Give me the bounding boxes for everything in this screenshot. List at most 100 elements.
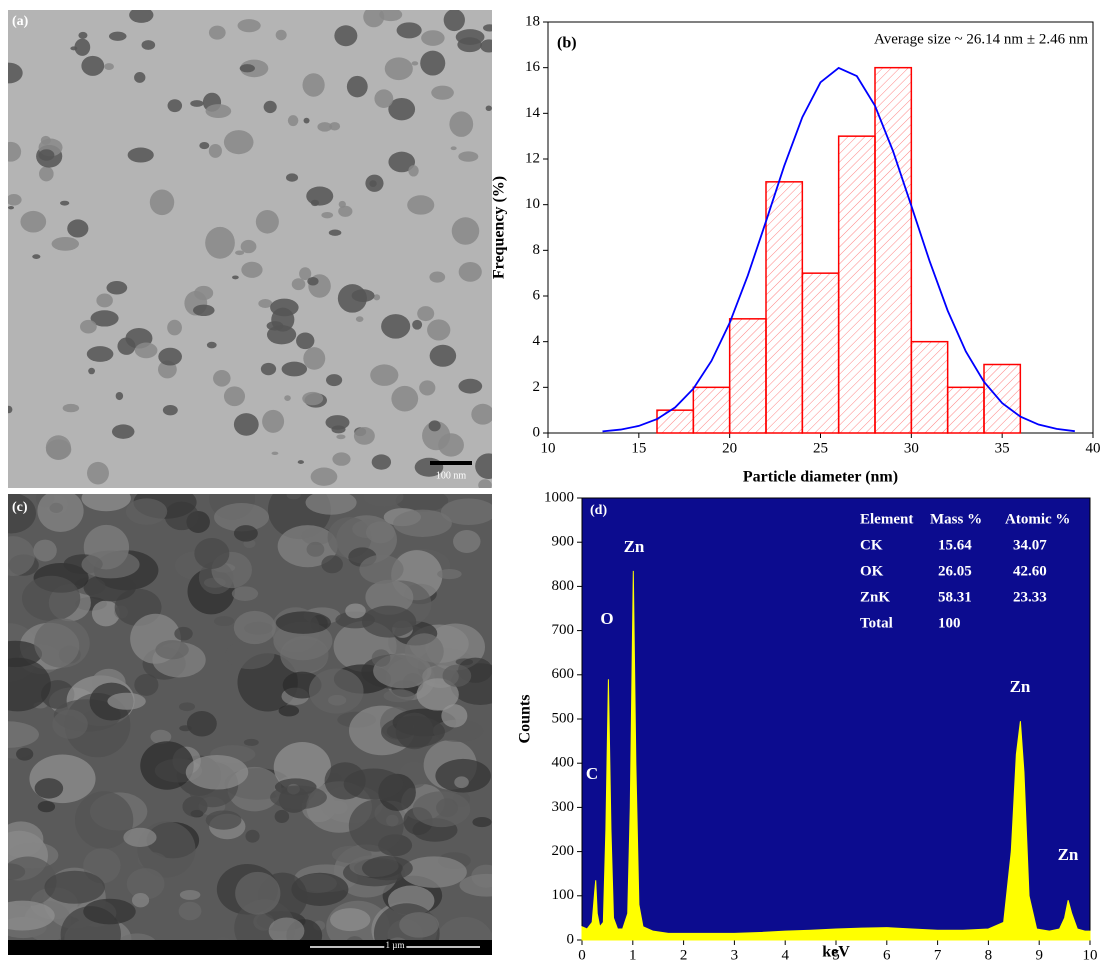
grain: [44, 871, 104, 904]
table-cell: Total: [860, 615, 893, 631]
particle: [284, 395, 291, 401]
particle: [412, 61, 419, 65]
particle: [483, 24, 496, 31]
grain: [82, 551, 140, 579]
grain: [405, 633, 444, 670]
grain: [187, 711, 217, 736]
particle: [6, 194, 21, 206]
particle: [88, 368, 95, 374]
particle: [420, 51, 445, 76]
particle: [262, 410, 284, 433]
particle: [282, 362, 307, 377]
scale-bar: [430, 461, 472, 465]
particle: [304, 118, 310, 124]
particle: [286, 173, 298, 181]
grain: [372, 649, 391, 666]
grain: [206, 810, 242, 829]
figure: (a) 100 nm 1 µm (c) 10152025303540024681…: [0, 0, 1100, 961]
grain: [194, 538, 229, 569]
grain: [179, 902, 202, 921]
particle: [276, 30, 287, 41]
particle: [0, 142, 21, 162]
grain: [321, 555, 343, 573]
panel-label: (c): [12, 500, 28, 515]
peak-label: Zn: [1058, 845, 1079, 864]
particle: [134, 72, 145, 83]
particle: [374, 89, 393, 108]
particle: [78, 32, 87, 39]
table-cell: OK: [860, 563, 884, 579]
particle: [444, 9, 465, 31]
particle: [241, 262, 262, 278]
grain: [214, 616, 234, 626]
particle: [238, 19, 261, 32]
bar: [693, 387, 729, 433]
particle: [63, 404, 79, 412]
grain: [280, 636, 328, 674]
particle: [452, 217, 480, 245]
particle: [292, 278, 306, 290]
particle: [109, 32, 127, 41]
grain: [35, 778, 64, 799]
particle: [235, 250, 244, 255]
particle: [438, 433, 464, 456]
x-axis-label: keV: [822, 944, 850, 961]
particle: [106, 281, 127, 294]
x-tick-label: 25: [813, 440, 828, 456]
particle: [449, 111, 473, 137]
grain: [363, 487, 403, 507]
particle: [397, 22, 422, 38]
particle: [224, 386, 245, 406]
particle: [459, 262, 482, 282]
grain: [123, 828, 156, 847]
particle: [458, 379, 482, 394]
y-axis-label: Counts: [517, 695, 534, 744]
particle: [96, 293, 112, 307]
grain: [52, 710, 88, 739]
y-tick-label: 14: [525, 105, 541, 121]
particle: [429, 272, 445, 283]
y-tick-label: 800: [552, 578, 575, 594]
table-cell: 26.05: [938, 563, 972, 579]
particle: [168, 99, 183, 112]
particle: [311, 468, 338, 486]
table-cell: 15.64: [938, 537, 972, 553]
grain: [234, 611, 276, 644]
grain: [362, 856, 413, 880]
particle: [209, 26, 226, 40]
x-tick-label: 8: [985, 947, 993, 961]
particle: [417, 306, 434, 321]
particle: [334, 25, 357, 46]
grain: [437, 569, 462, 579]
y-tick-label: 300: [552, 799, 575, 815]
grain: [362, 606, 416, 638]
grain: [132, 893, 149, 907]
y-tick-label: 12: [525, 150, 540, 166]
particle: [224, 130, 254, 154]
particle: [478, 479, 491, 491]
bar: [948, 387, 984, 433]
particle: [128, 148, 154, 163]
grain: [453, 530, 481, 553]
grain: [174, 627, 192, 641]
particle: [338, 284, 367, 313]
x-tick-label: 40: [1086, 440, 1100, 456]
particle: [205, 227, 235, 259]
grain: [345, 603, 366, 618]
particle: [475, 453, 502, 479]
particle: [271, 308, 294, 332]
particle: [8, 206, 14, 209]
particle: [421, 30, 445, 46]
peak-label: Zn: [624, 537, 645, 556]
grain: [275, 810, 289, 823]
particle: [206, 104, 232, 118]
x-tick-label: 4: [781, 947, 789, 961]
y-tick-label: 4: [533, 333, 541, 349]
particle: [213, 370, 231, 387]
particle: [298, 460, 304, 464]
grain: [126, 498, 167, 525]
grain: [366, 521, 395, 543]
bar: [984, 365, 1020, 434]
particle: [67, 219, 88, 237]
panel-label: (a): [12, 14, 29, 29]
